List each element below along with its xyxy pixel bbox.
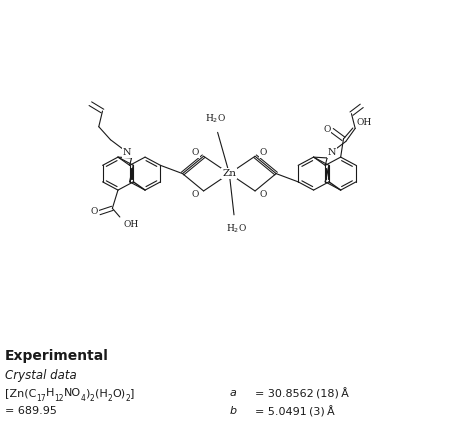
Text: Zn: Zn xyxy=(222,169,236,178)
Text: [Zn(C: [Zn(C xyxy=(5,388,36,398)
Text: 17: 17 xyxy=(36,394,46,403)
Text: O: O xyxy=(191,148,199,157)
Text: O: O xyxy=(91,207,98,216)
Text: H: H xyxy=(46,388,54,398)
Text: = 5.0491 (3) Å: = 5.0491 (3) Å xyxy=(255,406,335,417)
Text: N: N xyxy=(123,148,131,157)
Text: N: N xyxy=(328,148,336,157)
Text: 12: 12 xyxy=(54,394,64,403)
Text: O: O xyxy=(191,190,199,199)
Text: 2: 2 xyxy=(125,394,130,403)
Text: O: O xyxy=(260,148,267,157)
Text: (H: (H xyxy=(95,388,108,398)
Text: 2: 2 xyxy=(108,394,112,403)
Text: OH: OH xyxy=(124,220,139,230)
Text: = 30.8562 (18) Å: = 30.8562 (18) Å xyxy=(255,388,349,400)
Text: H$_2$O: H$_2$O xyxy=(226,223,247,235)
Text: Experimental: Experimental xyxy=(5,349,109,363)
Text: NO: NO xyxy=(64,388,80,398)
Text: b: b xyxy=(229,406,236,416)
Text: O: O xyxy=(260,190,267,199)
Text: 4: 4 xyxy=(80,394,86,403)
Text: O: O xyxy=(323,125,331,134)
Text: a: a xyxy=(229,388,236,398)
Text: OH: OH xyxy=(357,118,372,127)
Text: ]: ] xyxy=(130,388,134,398)
Text: ): ) xyxy=(86,388,90,398)
Text: H$_2$O: H$_2$O xyxy=(205,112,226,125)
Text: 2: 2 xyxy=(90,394,95,403)
Text: Crystal data: Crystal data xyxy=(5,369,76,382)
Text: = 689.95: = 689.95 xyxy=(5,406,57,416)
Text: O): O) xyxy=(112,388,125,398)
